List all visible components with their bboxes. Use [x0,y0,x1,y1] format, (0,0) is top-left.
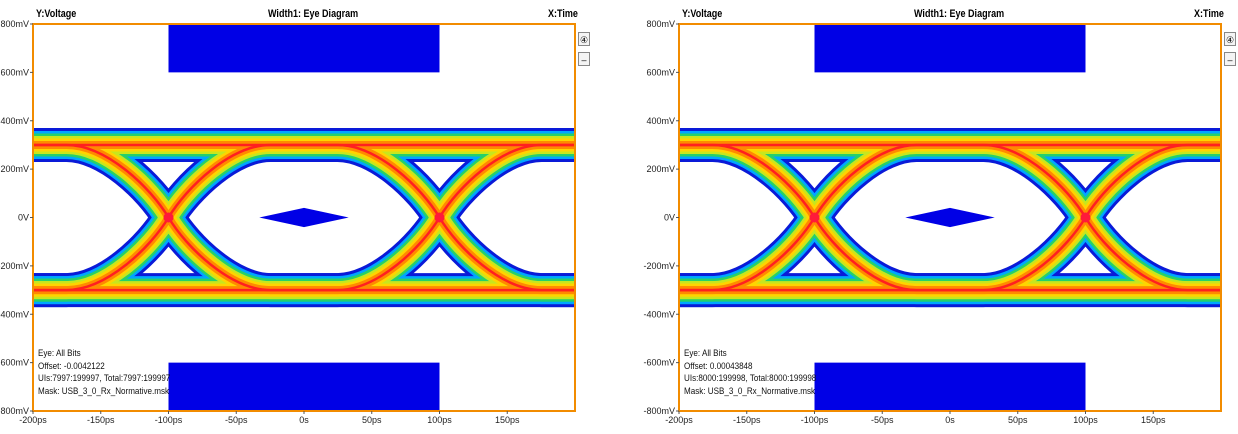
y-tick-label: 0V [18,213,29,223]
x-tick-label: 100ps [1073,415,1098,425]
y-axis-quantity-label: Y:Voltage [36,8,77,20]
x-tick-label: -200ps [665,415,693,425]
y-tick-label: -800mV [0,406,29,416]
eye-diagram-panel-right: Y:Voltage Width1: Eye Diagram X:Time 800… [643,0,1238,434]
chart-title: Width1: Eye Diagram [914,8,1005,20]
y-tick-label: 600mV [646,67,675,77]
eye-diagram-plot: 800mV 600mV 400mV 200mV 0V -200mV -400mV -600mV… [643,19,1222,425]
eye-crossing-point [434,212,445,223]
eye-crossing-point [1080,212,1091,223]
y-tick-label: 800mV [646,19,675,29]
mask-center-diamond [905,207,995,228]
eye-bits-label: Eye: All Bits [684,348,727,359]
x-tick-label: 50ps [362,415,382,425]
y-tick-label: -200mV [643,261,675,271]
mask-center-diamond [259,207,349,228]
x-tick-label: 150ps [495,415,520,425]
y-tick-label: 200mV [646,164,675,174]
eye-traces [679,127,1221,308]
x-tick-label: 50ps [1008,415,1028,425]
scale-button[interactable]: ④ [578,32,590,46]
y-tick-label: -400mV [643,309,675,319]
minimize-button[interactable]: – [1224,52,1236,66]
y-tick-label: 400mV [0,116,29,126]
eye-traces [33,127,575,308]
eye-crossing-point [809,212,820,223]
y-tick-label: 800mV [0,19,29,29]
x-tick-label: -150ps [733,415,761,425]
chart-title: Width1: Eye Diagram [268,8,359,20]
eye-bits-label: Eye: All Bits [38,348,81,359]
x-axis-quantity-label: X:Time [1194,8,1224,20]
mask-top-rect [814,24,1086,73]
y-tick-label: -600mV [643,358,675,368]
mask-file-label: Mask: USB_3_0_Rx_Normative.msk [684,385,816,397]
y-tick-label: -400mV [0,309,29,319]
eye-diagram-panel-left: Y:Voltage Width1: Eye Diagram X:Time 800… [0,0,600,434]
offset-value: Offset: -0.0042122 [38,360,105,372]
x-tick-label: -50ps [871,415,894,425]
measurement-info: Eye: All Bits Offset: -0.0042122 UIs:799… [38,348,170,398]
offset-value: Offset: 0.00043848 [684,360,753,372]
x-tick-label: 100ps [427,415,452,425]
x-tick-label: -150ps [87,415,115,425]
y-tick-label: 600mV [0,67,29,77]
x-tick-label: -200ps [19,415,47,425]
eye-crossing-point [163,212,174,223]
measurement-info: Eye: All Bits Offset: 0.00043848 UIs:800… [684,348,816,398]
mask-bottom-rect [814,362,1086,411]
x-axis-quantity-label: X:Time [548,8,578,20]
eye-diagram-plot: 800mV 600mV 400mV 200mV 0V -200mV -400mV -600mV… [0,19,576,425]
mask-bottom-rect [168,362,440,411]
minimize-button[interactable]: – [578,52,590,66]
mask-file-label: Mask: USB_3_0_Rx_Normative.msk [38,385,170,397]
ui-count-value: UIs:7997:199997, Total:7997:199997 [38,373,171,384]
scale-button[interactable]: ④ [1224,32,1236,46]
x-tick-label: -100ps [155,415,183,425]
x-tick-label: 150ps [1141,415,1166,425]
y-axis-quantity-label: Y:Voltage [682,8,723,20]
x-tick-label: 0s [945,415,955,425]
ui-count-value: UIs:8000:199998, Total:8000:199998 [684,373,817,384]
mask-top-rect [168,24,440,73]
x-tick-label: 0s [299,415,309,425]
y-tick-label: -200mV [0,261,29,271]
y-tick-label: -800mV [643,406,675,416]
y-tick-label: 0V [664,213,675,223]
y-tick-label: 200mV [0,164,29,174]
y-tick-label: -600mV [0,358,29,368]
x-tick-label: -50ps [225,415,248,425]
x-tick-label: -100ps [801,415,829,425]
y-tick-label: 400mV [646,116,675,126]
